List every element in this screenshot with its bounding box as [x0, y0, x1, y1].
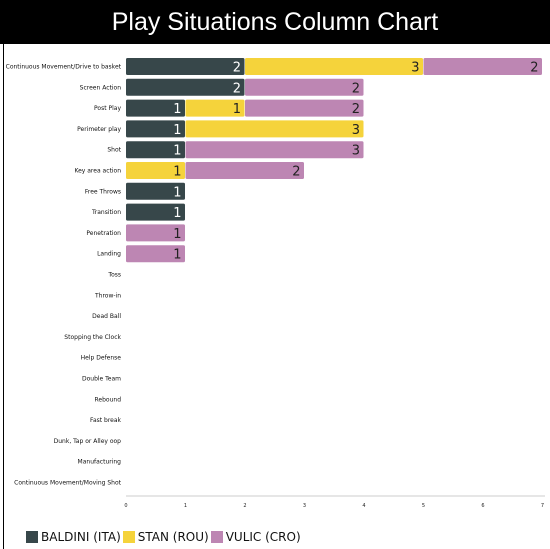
legend: BALDINI (ITA) STAN (ROU) VULIC (CRO) — [26, 530, 303, 544]
legend-label: BALDINI (ITA) — [41, 530, 121, 544]
legend-swatch — [210, 531, 223, 543]
legend-item: STAN (ROU) — [122, 530, 209, 544]
category-label: Dead Ball — [92, 313, 121, 320]
legend-swatch — [122, 531, 135, 543]
bar-segment — [126, 203, 185, 221]
bar-segment — [185, 99, 245, 117]
title-bar: Play Situations Column Chart — [0, 0, 550, 44]
bar-value-label: 1 — [173, 123, 181, 138]
x-tick-label: 4 — [362, 503, 365, 509]
bar-value-label: 3 — [411, 61, 419, 76]
x-tick-label: 7 — [541, 503, 544, 509]
x-tick-label: 0 — [124, 503, 127, 509]
x-tick-label: 1 — [184, 503, 187, 509]
category-label: Double Team — [82, 376, 121, 383]
category-label: Screen Action — [80, 84, 122, 91]
bar-segment — [126, 99, 185, 117]
category-label: Toss — [107, 272, 121, 279]
frame-border — [3, 44, 4, 549]
category-label: Free Throws — [85, 188, 121, 195]
bar-segment — [126, 224, 185, 242]
bar-value-label: 1 — [233, 102, 241, 117]
bar-segment — [185, 141, 364, 159]
bar-value-label: 2 — [352, 102, 360, 117]
x-tick-label: 3 — [303, 503, 306, 509]
bar-value-label: 2 — [530, 61, 538, 76]
bar-value-label: 1 — [173, 144, 181, 159]
bar-segment — [126, 78, 245, 96]
category-label: Fast break — [90, 417, 121, 424]
category-label: Help Defense — [81, 355, 122, 362]
bar-segment — [126, 245, 185, 263]
category-label: Throw-in — [94, 292, 121, 299]
bar-segment — [185, 162, 304, 179]
bar-segment — [126, 141, 185, 159]
category-label: Continuous Movement/Drive to basket — [6, 64, 122, 71]
legend-item: VULIC (CRO) — [210, 530, 301, 544]
category-label: Landing — [97, 251, 121, 258]
category-label: Transition — [91, 209, 121, 216]
bar-value-label: 3 — [352, 144, 360, 159]
legend-label: STAN (ROU) — [137, 530, 209, 544]
bar-segment — [245, 58, 423, 75]
legend-label: VULIC (CRO) — [225, 530, 301, 544]
bar-value-label: 2 — [352, 81, 360, 96]
x-tick-label: 5 — [422, 503, 425, 509]
category-label: Perimeter play — [77, 126, 121, 133]
legend-item: BALDINI (ITA) — [26, 530, 121, 544]
category-label: Penetration — [86, 230, 121, 237]
bar-segment — [126, 182, 185, 200]
bar-segment — [245, 99, 364, 117]
bar-value-label: 1 — [173, 206, 181, 221]
category-label: Key area action — [74, 168, 121, 175]
category-label: Rebound — [95, 396, 122, 403]
bar-segment — [126, 58, 245, 75]
bar-segment — [126, 162, 185, 179]
bar-value-label: 1 — [173, 102, 181, 117]
bar-value-label: 3 — [352, 123, 360, 138]
bar-value-label: 1 — [173, 165, 181, 180]
legend-swatch — [26, 531, 38, 543]
bar-chart: 0 1 2 3 4 5 6 7 Continuous Movement/Drive to bas… — [6, 58, 545, 509]
chart-title: Play Situations Column Chart — [111, 7, 439, 36]
bar-segment — [245, 78, 364, 96]
bar-value-label: 2 — [292, 165, 300, 180]
bar-value-label: 1 — [173, 227, 181, 242]
bar-value-label: 1 — [173, 185, 181, 200]
category-label: Shot — [107, 147, 121, 154]
category-label: Manufacturing — [78, 459, 122, 466]
x-tick-label: 6 — [481, 503, 484, 509]
bar-value-label: 2 — [233, 81, 241, 96]
bar-segment — [423, 58, 542, 75]
bar-segment — [185, 120, 364, 138]
category-label: Post Play — [94, 105, 121, 112]
bar-segment — [126, 120, 185, 138]
category-label: Stopping the Clock — [64, 334, 121, 341]
bar-value-label: 1 — [173, 248, 181, 263]
category-label: Continuous Movement/Moving Shot — [14, 480, 121, 487]
category-label: Dunk, Tap or Alley oop — [54, 438, 122, 445]
bar-value-label: 2 — [233, 61, 241, 76]
x-tick-label: 2 — [243, 503, 246, 509]
